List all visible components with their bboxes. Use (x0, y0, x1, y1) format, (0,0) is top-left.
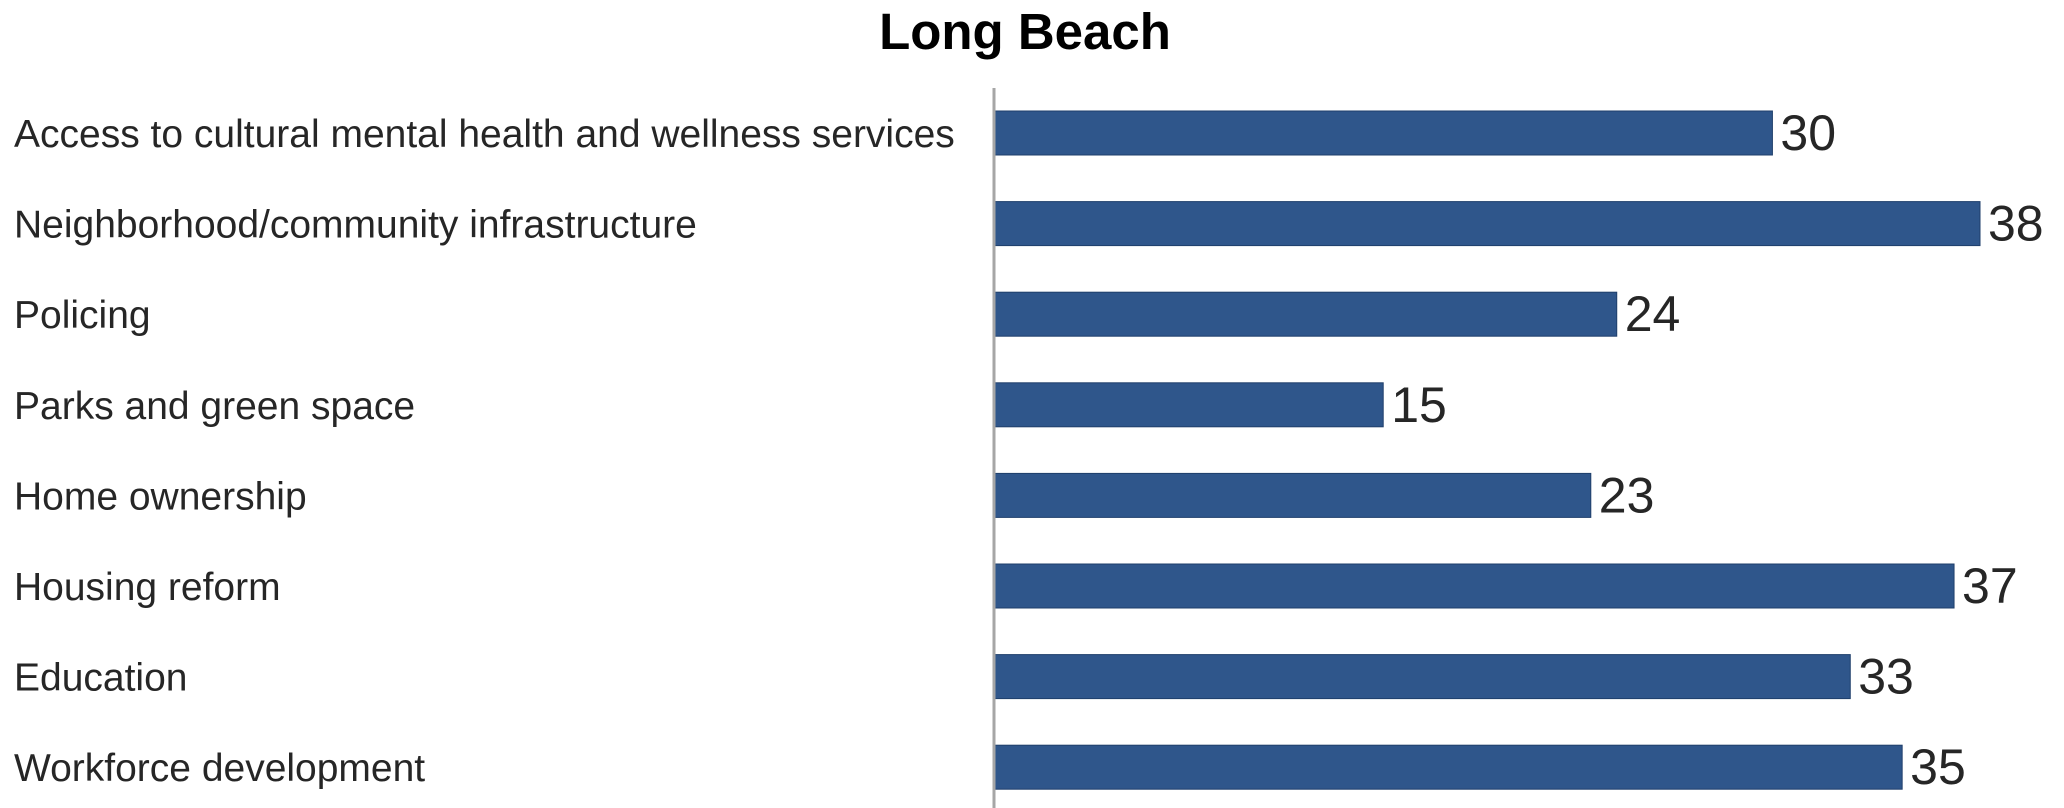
bar (993, 110, 1773, 156)
value-label: 35 (1910, 739, 1966, 795)
category-label: Workforce development (14, 747, 425, 790)
bar (993, 382, 1384, 428)
category-label: Education (14, 657, 187, 700)
bar (993, 563, 1955, 609)
bar (993, 744, 1903, 790)
value-label: 37 (1962, 558, 2018, 614)
value-label: 24 (1625, 286, 1681, 342)
value-label: 33 (1858, 649, 1914, 705)
category-label: Home ownership (14, 475, 307, 518)
category-label: Access to cultural mental health and wel… (14, 113, 955, 156)
bars-layer: Access to cultural mental health and wel… (14, 105, 2044, 795)
value-label: 23 (1599, 467, 1655, 523)
chart-title: Long Beach (879, 3, 1171, 60)
category-label: Parks and green space (14, 385, 415, 428)
bar (993, 201, 1981, 247)
value-label: 30 (1780, 105, 1836, 161)
bar (993, 291, 1618, 337)
bar (993, 472, 1592, 518)
value-label: 38 (1988, 196, 2044, 252)
category-label: Housing reform (14, 566, 281, 609)
value-label: 15 (1391, 377, 1447, 433)
bar (993, 654, 1851, 700)
category-label: Neighborhood/community infrastructure (14, 204, 697, 247)
category-label: Policing (14, 294, 151, 337)
